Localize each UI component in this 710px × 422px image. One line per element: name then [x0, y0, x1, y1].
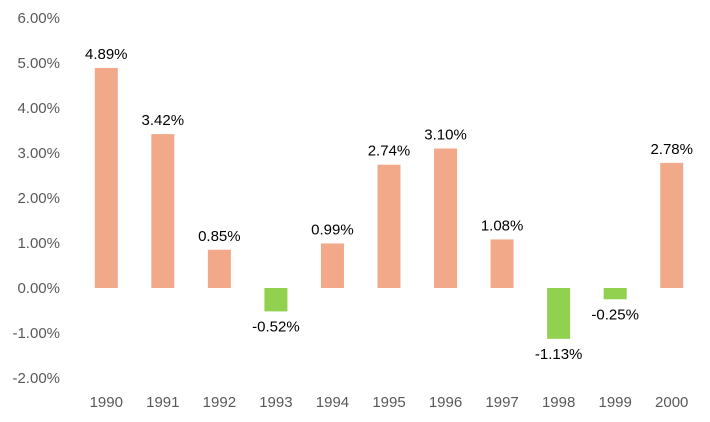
data-label-1994: 0.99%: [311, 221, 354, 238]
bar-1996: [434, 148, 458, 288]
data-label-1992: 0.85%: [198, 228, 241, 245]
x-axis: 1990 1991 1992 1993 1994 1995 1996 1997 1998 1999…: [90, 394, 689, 411]
x-tick-label: 1992: [203, 394, 236, 411]
bar-2000: [660, 162, 684, 288]
bar-1992: [207, 249, 231, 288]
x-tick-label: 1996: [429, 394, 462, 411]
bars: [94, 67, 684, 339]
data-labels: 4.89% 3.42% 0.85% -0.52% 0.99% 2.74% 3.10% 1.08…: [85, 46, 693, 363]
data-label-1993: -0.52%: [252, 318, 300, 335]
bar-1990: [94, 67, 118, 288]
bar-1993: [264, 288, 288, 312]
x-tick-label: 1998: [542, 394, 575, 411]
y-tick-label: 6.00%: [17, 10, 60, 27]
y-tick-label: 5.00%: [17, 55, 60, 72]
x-tick-label: 1990: [90, 394, 123, 411]
data-label-1996: 3.10%: [424, 127, 467, 144]
x-tick-label: 1999: [598, 394, 631, 411]
data-label-1995: 2.74%: [368, 143, 411, 160]
x-tick-label: 1995: [372, 394, 405, 411]
x-tick-label: 1991: [146, 394, 179, 411]
bar-1991: [151, 134, 175, 288]
bar-1999: [603, 288, 627, 300]
bar-1998: [547, 288, 571, 339]
x-tick-label: 1994: [316, 394, 349, 411]
bar-1997: [490, 239, 514, 288]
data-label-1998: -1.13%: [535, 346, 583, 363]
y-tick-label: 3.00%: [17, 145, 60, 162]
x-tick-label: 1993: [259, 394, 292, 411]
bar-1995: [377, 164, 401, 288]
y-tick-label: 4.00%: [17, 100, 60, 117]
data-label-2000: 2.78%: [650, 141, 693, 158]
data-label-1990: 4.89%: [85, 46, 128, 63]
y-tick-label: 0.00%: [17, 280, 60, 297]
y-axis: -2.00% -1.00% 0.00% 1.00% 2.00% 3.00% 4.00% 5.0…: [12, 10, 60, 387]
y-tick-label: -2.00%: [12, 370, 60, 387]
x-tick-label: 2000: [655, 394, 688, 411]
x-tick-label: 1997: [485, 394, 518, 411]
bar-1994: [320, 243, 344, 288]
y-tick-label: 2.00%: [17, 190, 60, 207]
y-tick-label: 1.00%: [17, 235, 60, 252]
data-label-1997: 1.08%: [481, 217, 524, 234]
data-label-1999: -0.25%: [591, 306, 639, 323]
data-label-1991: 3.42%: [142, 112, 185, 129]
y-tick-label: -1.00%: [12, 325, 60, 342]
